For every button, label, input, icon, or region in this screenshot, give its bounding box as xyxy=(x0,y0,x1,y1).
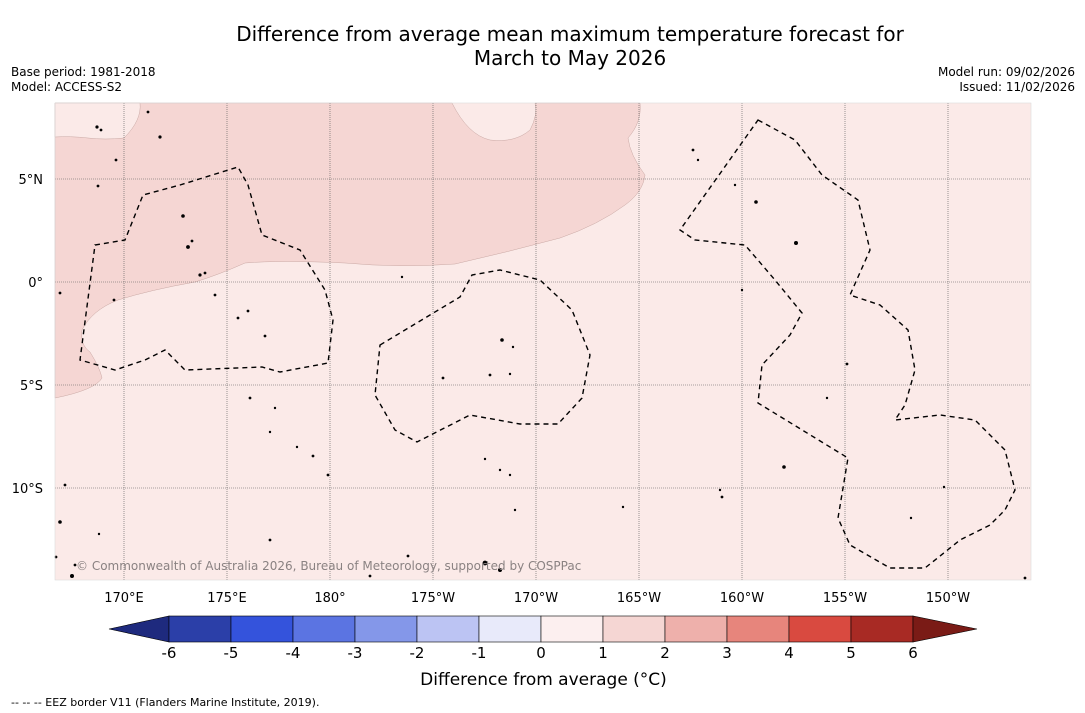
colorbar-segment xyxy=(478,615,542,643)
colorbar-over-arrow xyxy=(912,615,978,643)
colorbar-tick-label: 5 xyxy=(846,644,856,662)
colorbar-segment xyxy=(292,615,356,643)
colorbar-tick-label: -3 xyxy=(348,644,363,662)
eez-border-west xyxy=(79,166,334,373)
colorbar-segment xyxy=(540,615,604,643)
colorbar-tick-label: -6 xyxy=(162,644,177,662)
model-run: Model run: 09/02/2026 xyxy=(937,65,1075,79)
model-name: Model: ACCESS-S2 xyxy=(11,80,123,94)
eez-border-east xyxy=(679,119,1016,569)
issued-date: Issued: 11/02/2026 xyxy=(959,80,1075,94)
colorbar-segment xyxy=(354,615,418,643)
colorbar-segment xyxy=(230,615,294,643)
base-period: Base period: 1981-2018 xyxy=(11,65,156,79)
eez-borders xyxy=(79,119,1016,569)
lon-labels: 170°E 175°E 180° 175°W 170°W 165°W 160°W… xyxy=(104,591,970,606)
anomaly-region-1-2 xyxy=(54,102,646,399)
anomaly-region-patch xyxy=(54,102,141,140)
colorbar: -6 -5 -4 -3 -2 -1 0 1 2 3 4 5 6 xyxy=(108,615,978,662)
chart-title: Difference from average mean maximum tem… xyxy=(0,22,1085,70)
lat-label-5s: 5°S xyxy=(20,379,43,394)
lat-label-5n: 5°N xyxy=(19,173,44,188)
colorbar-tick-label: 4 xyxy=(784,644,794,662)
colorbar-tick-label: -1 xyxy=(472,644,487,662)
colorbar-segment xyxy=(788,615,852,643)
colorbar-tick-label: -5 xyxy=(224,644,239,662)
lon-label-180: 180° xyxy=(314,591,345,606)
title-line-1: Difference from average mean maximum tem… xyxy=(236,22,904,46)
eez-legend-note: -- -- -- EEZ border V11 (Flanders Marine… xyxy=(11,696,320,709)
colorbar-segment xyxy=(602,615,666,643)
meta-right: Model run: 09/02/2026 Issued: 11/02/2026 xyxy=(938,65,1075,95)
colorbar-tick-label: 1 xyxy=(598,644,608,662)
colorbar-segment xyxy=(168,615,232,643)
lon-label-155w: 155°W xyxy=(823,591,867,606)
islands xyxy=(54,110,1027,580)
colorbar-tick-label: -4 xyxy=(286,644,301,662)
colorbar-tick-label: 2 xyxy=(660,644,670,662)
colorbar-segment xyxy=(416,615,480,643)
lat-label-0: 0° xyxy=(28,276,43,291)
lon-label-165w: 165°W xyxy=(617,591,661,606)
lon-label-170w: 170°W xyxy=(514,591,558,606)
copyright-text: © Commonwealth of Australia 2026, Bureau… xyxy=(76,559,581,573)
colorbar-tick-label: 0 xyxy=(536,644,546,662)
colorbar-under-arrow xyxy=(108,615,170,643)
meta-left: Base period: 1981-2018 Model: ACCESS-S2 xyxy=(11,65,156,95)
lat-label-10s: 10°S xyxy=(12,482,43,497)
lon-label-170e: 170°E xyxy=(104,591,144,606)
lon-label-150w: 150°W xyxy=(926,591,970,606)
eez-border-central xyxy=(374,269,591,443)
colorbar-segment xyxy=(850,615,914,643)
title-line-2: March to May 2026 xyxy=(473,46,667,70)
colorbar-tick-label: 3 xyxy=(722,644,732,662)
lon-label-160w: 160°W xyxy=(720,591,764,606)
colorbar-title: Difference from average (°C) xyxy=(420,670,667,690)
colorbar-segment xyxy=(664,615,728,643)
colorbar-segment xyxy=(726,615,790,643)
lon-label-175w: 175°W xyxy=(411,591,455,606)
lon-label-175e: 175°E xyxy=(207,591,247,606)
colorbar-tick-label: 6 xyxy=(908,644,918,662)
lat-labels: 5°N 0° 5°S 10°S xyxy=(12,173,43,497)
colorbar-tick-label: -2 xyxy=(410,644,425,662)
map-frame xyxy=(54,102,1032,581)
